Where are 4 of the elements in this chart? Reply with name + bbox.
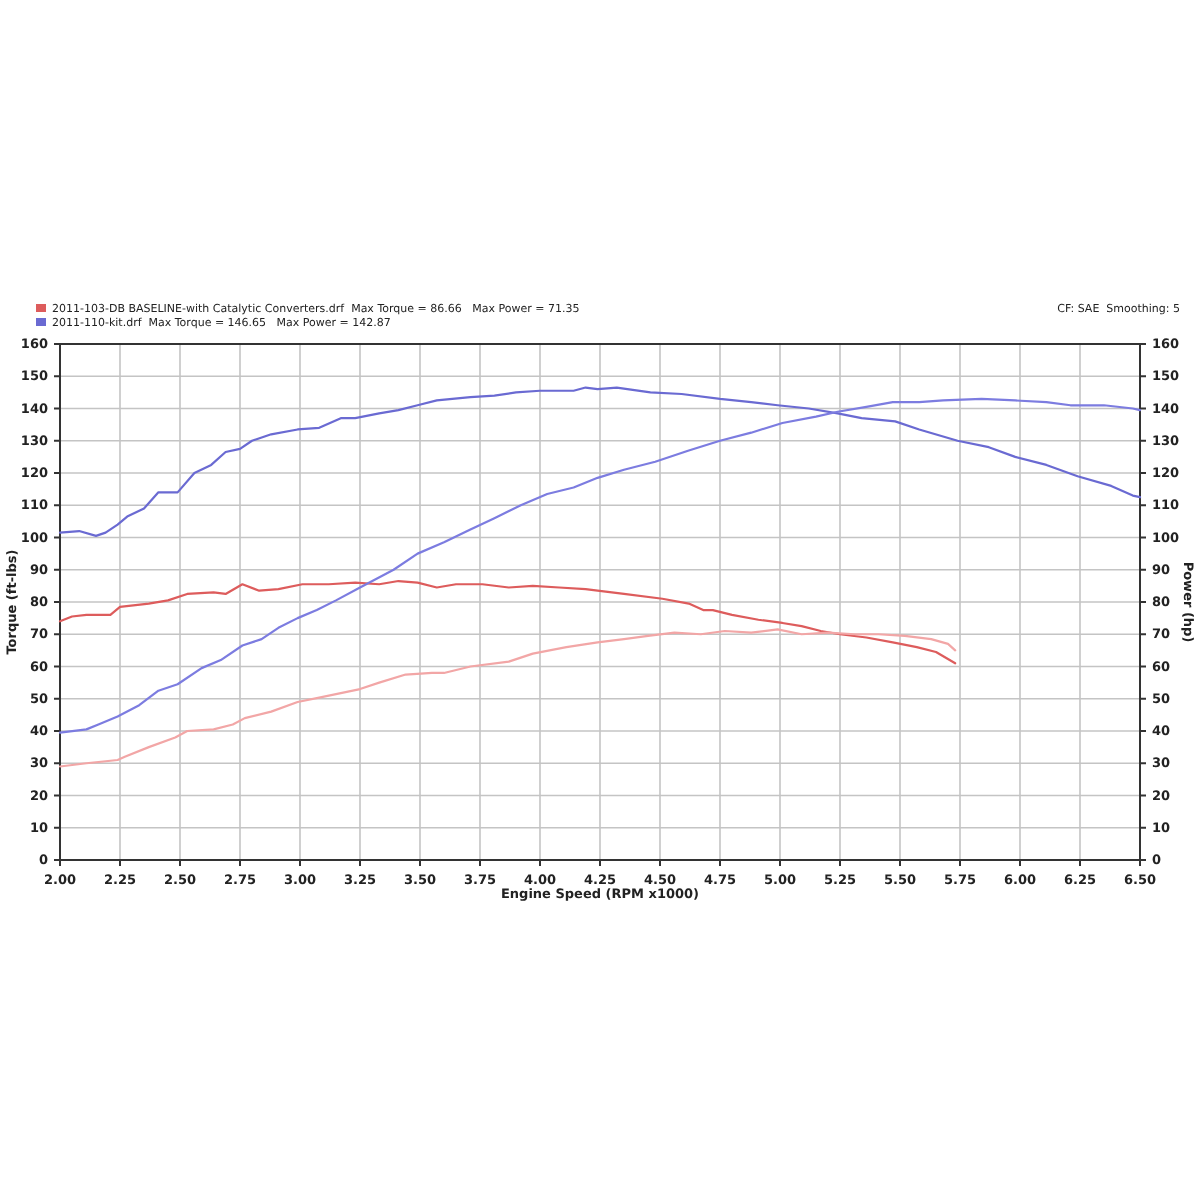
line-series [58,397,1142,734]
line-series [58,579,957,665]
line-series [58,628,957,768]
line-series [58,386,1142,537]
